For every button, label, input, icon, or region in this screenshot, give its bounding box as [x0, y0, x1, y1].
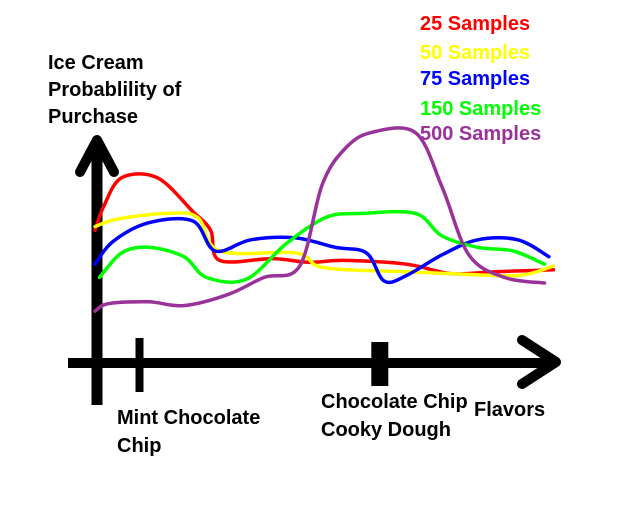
legend-entry-50-samples: 50 Samples — [420, 42, 531, 64]
y-axis-arrowhead — [75, 135, 119, 177]
x-tick-mark-2 — [371, 342, 389, 386]
y-axis-label: Ice Cream Probablility of Purchase — [48, 52, 182, 128]
series-line-25-samples — [93, 172, 556, 276]
legend-entry-25-samples: 25 Samples — [420, 13, 531, 35]
series-line-75-samples — [93, 216, 551, 285]
plot-area — [93, 126, 556, 313]
x-tick-label-chocolate-chip-cooky-dough: Chocolate Chip Cooky Dough — [321, 391, 468, 441]
x-axis-label: Flavors — [474, 399, 546, 421]
series-line-150-samples — [97, 209, 547, 284]
x-tick-label-mint-chocolate-chip: Mint Chocolate Chip — [117, 407, 261, 457]
x-tick-mark-1 — [135, 338, 144, 392]
legend-entry-150-samples: 150 Samples — [420, 98, 542, 120]
x-tick-marks — [135, 338, 389, 392]
axes — [68, 135, 561, 405]
series-line-500-samples — [93, 126, 547, 313]
x-axis-arrowhead — [517, 335, 561, 389]
legend: 25 Samples 50 Samples 75 Samples 150 Sam… — [420, 13, 640, 148]
legend-entry-500-samples: 500 Samples — [420, 123, 542, 145]
series-line-50-samples — [93, 211, 556, 278]
legend-entry-75-samples: 75 Samples — [420, 68, 531, 90]
